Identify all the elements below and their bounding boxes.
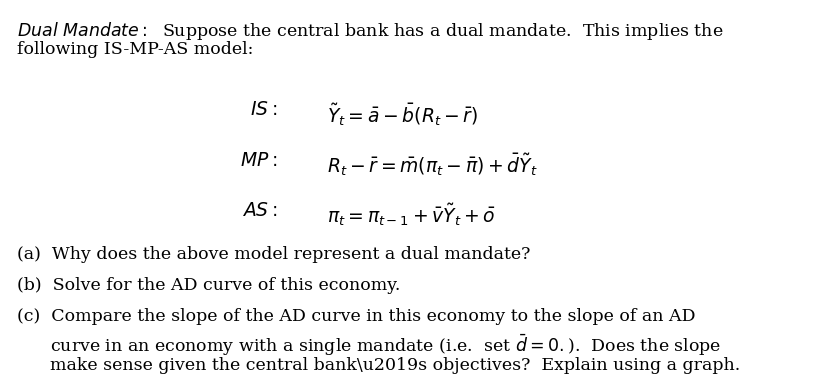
Text: make sense given the central bank\u2019s objectives?  Explain using a graph.: make sense given the central bank\u2019s… xyxy=(17,357,740,374)
Text: $\mathit{IS}:$: $\mathit{IS}:$ xyxy=(250,101,277,120)
Text: (a)  Why does the above model represent a dual mandate?: (a) Why does the above model represent a… xyxy=(17,245,530,262)
Text: (c)  Compare the slope of the AD curve in this economy to the slope of an AD: (c) Compare the slope of the AD curve in… xyxy=(17,308,695,325)
Text: $\tilde{Y}_t = \bar{a} - \bar{b}(R_t - \bar{r})$: $\tilde{Y}_t = \bar{a} - \bar{b}(R_t - \… xyxy=(326,101,478,128)
Text: (b)  Solve for the AD curve of this economy.: (b) Solve for the AD curve of this econo… xyxy=(17,277,400,294)
Text: curve in an economy with a single mandate (i.e.  set $\bar{d} = 0.$).  Does the : curve in an economy with a single mandat… xyxy=(17,333,721,358)
Text: following IS-MP-AS model:: following IS-MP-AS model: xyxy=(17,41,254,58)
Text: $R_t - \bar{r} = \bar{m}(\pi_t - \bar{\pi}) + \bar{d}\tilde{Y}_t$: $R_t - \bar{r} = \bar{m}(\pi_t - \bar{\p… xyxy=(326,152,537,178)
Text: $\mathit{AS}:$: $\mathit{AS}:$ xyxy=(241,202,277,220)
Text: $\pi_t = \pi_{t-1} + \bar{v}\tilde{Y}_t + \bar{o}$: $\pi_t = \pi_{t-1} + \bar{v}\tilde{Y}_t … xyxy=(326,202,495,228)
Text: $\mathit{MP}:$: $\mathit{MP}:$ xyxy=(240,152,277,170)
Text: $\mathit{Dual\ Mandate:}$  Suppose the central bank has a dual mandate.  This im: $\mathit{Dual\ Mandate:}$ Suppose the ce… xyxy=(17,20,723,42)
